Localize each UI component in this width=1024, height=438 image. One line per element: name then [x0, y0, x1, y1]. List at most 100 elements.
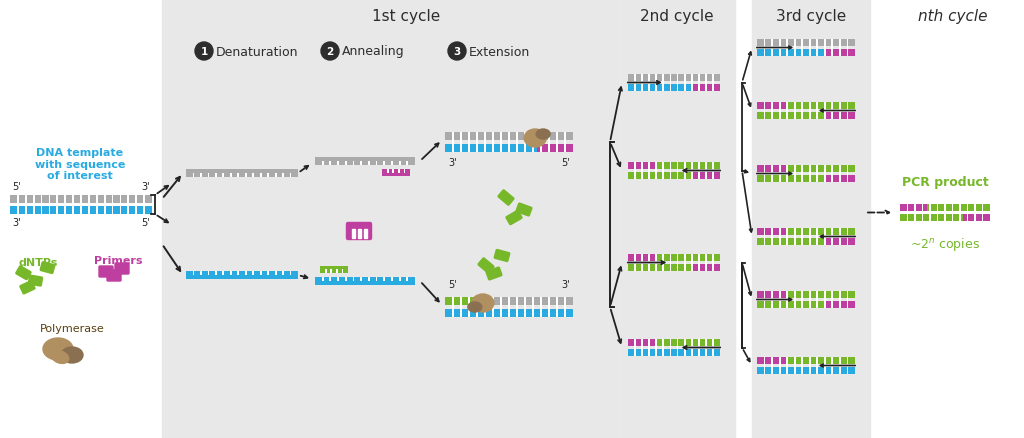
- Bar: [290, 173, 292, 177]
- Bar: [794, 40, 796, 57]
- Bar: [193, 173, 195, 177]
- Bar: [162, 0, 650, 438]
- Bar: [267, 173, 269, 177]
- Bar: [778, 229, 780, 245]
- Bar: [516, 297, 518, 317]
- Bar: [352, 230, 354, 238]
- Bar: [387, 170, 388, 173]
- Bar: [548, 133, 550, 153]
- Bar: [794, 166, 796, 183]
- Bar: [712, 339, 714, 356]
- Bar: [831, 229, 834, 245]
- Bar: [238, 173, 240, 177]
- Bar: [368, 277, 370, 282]
- Bar: [407, 277, 409, 282]
- Bar: [757, 176, 825, 183]
- FancyBboxPatch shape: [478, 258, 494, 273]
- Bar: [757, 301, 825, 308]
- Text: 5': 5': [449, 279, 457, 290]
- Bar: [337, 161, 339, 166]
- Bar: [103, 195, 105, 215]
- Bar: [778, 291, 780, 308]
- Bar: [663, 254, 665, 272]
- Bar: [398, 161, 400, 166]
- Bar: [677, 162, 679, 180]
- Bar: [802, 103, 803, 120]
- FancyBboxPatch shape: [495, 250, 510, 262]
- Bar: [705, 254, 707, 272]
- Bar: [532, 297, 534, 317]
- Bar: [556, 297, 558, 317]
- Bar: [677, 339, 679, 356]
- Bar: [500, 297, 502, 317]
- Bar: [315, 158, 415, 166]
- Bar: [80, 195, 82, 215]
- Bar: [398, 277, 400, 282]
- Bar: [620, 0, 735, 438]
- Bar: [252, 173, 254, 177]
- Bar: [283, 272, 284, 276]
- Bar: [407, 161, 409, 166]
- Text: Polymerase: Polymerase: [40, 323, 104, 333]
- Bar: [208, 173, 209, 177]
- Bar: [484, 133, 486, 153]
- Bar: [200, 272, 202, 276]
- Bar: [764, 40, 765, 57]
- FancyBboxPatch shape: [99, 266, 113, 277]
- Bar: [260, 173, 261, 177]
- Bar: [500, 133, 502, 153]
- Bar: [238, 272, 240, 276]
- Bar: [315, 277, 415, 285]
- Bar: [360, 277, 362, 282]
- Bar: [120, 195, 122, 215]
- FancyBboxPatch shape: [516, 204, 531, 216]
- Bar: [508, 297, 510, 317]
- Bar: [655, 339, 657, 356]
- Bar: [345, 161, 347, 166]
- Bar: [283, 173, 284, 177]
- Bar: [330, 277, 332, 282]
- Bar: [757, 357, 786, 364]
- Bar: [786, 291, 788, 308]
- Bar: [802, 357, 803, 374]
- Bar: [48, 195, 50, 215]
- Bar: [245, 272, 247, 276]
- Text: 5': 5': [561, 158, 570, 168]
- Bar: [634, 162, 636, 180]
- Bar: [352, 161, 354, 166]
- Bar: [493, 297, 494, 317]
- Bar: [825, 238, 855, 245]
- FancyBboxPatch shape: [486, 268, 502, 280]
- Bar: [398, 170, 399, 173]
- Bar: [705, 75, 707, 92]
- Bar: [802, 40, 803, 57]
- Bar: [816, 40, 818, 57]
- Bar: [267, 272, 269, 276]
- Bar: [698, 75, 699, 92]
- Bar: [648, 339, 650, 356]
- Circle shape: [321, 43, 339, 61]
- Bar: [524, 297, 526, 317]
- Bar: [245, 173, 247, 177]
- Bar: [786, 291, 855, 298]
- Bar: [648, 75, 650, 92]
- Bar: [692, 173, 720, 180]
- Bar: [628, 349, 720, 356]
- Bar: [556, 133, 558, 153]
- FancyBboxPatch shape: [346, 223, 372, 240]
- Bar: [634, 339, 636, 356]
- Bar: [445, 133, 573, 141]
- Bar: [831, 166, 834, 183]
- Bar: [252, 272, 254, 276]
- Bar: [974, 205, 976, 222]
- Bar: [698, 162, 699, 180]
- Bar: [641, 254, 643, 272]
- FancyBboxPatch shape: [29, 276, 43, 286]
- Bar: [628, 85, 692, 92]
- Bar: [368, 161, 370, 166]
- Bar: [468, 133, 470, 153]
- Bar: [358, 230, 360, 238]
- Bar: [564, 297, 566, 317]
- Text: 1: 1: [201, 47, 208, 57]
- Bar: [508, 133, 510, 153]
